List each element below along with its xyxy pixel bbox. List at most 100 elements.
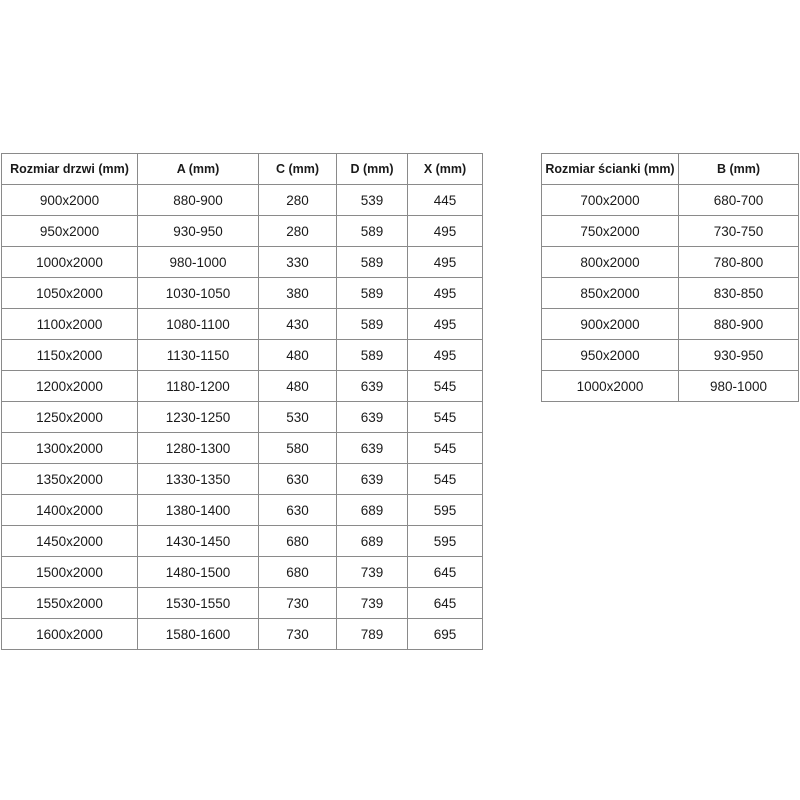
header-b: B (mm) [678,153,799,185]
table-cell: 700x2000 [541,184,679,216]
table-row: 1250x2000 1230-1250 530 639 545 [1,401,483,433]
table-cell: 645 [407,556,483,588]
header-door-size: Rozmiar drzwi (mm) [1,153,138,185]
table-header-row: Rozmiar drzwi (mm) A (mm) C (mm) D (mm) … [1,153,483,185]
table-row: 1150x2000 1130-1150 480 589 495 [1,339,483,371]
table-cell: 639 [336,463,408,495]
table-cell: 589 [336,277,408,309]
header-wall-size: Rozmiar ścianki (mm) [541,153,679,185]
header-a: A (mm) [137,153,259,185]
table-cell: 1350x2000 [1,463,138,495]
table-cell: 1000x2000 [1,246,138,278]
table-row: 1500x2000 1480-1500 680 739 645 [1,556,483,588]
table-cell: 1530-1550 [137,587,259,619]
table-cell: 280 [258,215,337,247]
table-cell: 1180-1200 [137,370,259,402]
table-row: 1350x2000 1330-1350 630 639 545 [1,463,483,495]
wall-sizes-table: Rozmiar ścianki (mm) B (mm) 700x2000 680-… [541,153,799,402]
table-cell: 680 [258,556,337,588]
table-cell: 539 [336,184,408,216]
table-cell: 589 [336,339,408,371]
table-cell: 1130-1150 [137,339,259,371]
table-cell: 595 [407,525,483,557]
table-cell: 589 [336,246,408,278]
table-row: 1100x2000 1080-1100 430 589 495 [1,308,483,340]
table-cell: 930-950 [137,215,259,247]
table-cell: 730 [258,618,337,650]
table-cell: 950x2000 [541,339,679,371]
table-row: 900x2000 880-900 280 539 445 [1,184,483,216]
table-cell: 1100x2000 [1,308,138,340]
table-row: 800x2000 780-800 [541,246,799,278]
table-cell: 280 [258,184,337,216]
table-cell: 480 [258,370,337,402]
table-cell: 589 [336,215,408,247]
table-cell: 430 [258,308,337,340]
table-cell: 980-1000 [678,370,799,402]
table-cell: 850x2000 [541,277,679,309]
table-cell: 380 [258,277,337,309]
table-cell: 330 [258,246,337,278]
table-cell: 1380-1400 [137,494,259,526]
table-header-row: Rozmiar ścianki (mm) B (mm) [541,153,799,185]
table-cell: 589 [336,308,408,340]
table-cell: 689 [336,525,408,557]
table-cell: 950x2000 [1,215,138,247]
table-cell: 630 [258,463,337,495]
table-cell: 900x2000 [1,184,138,216]
table-cell: 830-850 [678,277,799,309]
table-cell: 780-800 [678,246,799,278]
table-cell: 695 [407,618,483,650]
table-row: 1400x2000 1380-1400 630 689 595 [1,494,483,526]
table-row: 700x2000 680-700 [541,184,799,216]
header-c: C (mm) [258,153,337,185]
table-cell: 680-700 [678,184,799,216]
table-row: 850x2000 830-850 [541,277,799,309]
table-cell: 580 [258,432,337,464]
header-x: X (mm) [407,153,483,185]
table-row: 1000x2000 980-1000 330 589 495 [1,246,483,278]
table-cell: 639 [336,370,408,402]
table-cell: 630 [258,494,337,526]
table-cell: 639 [336,401,408,433]
table-row: 1450x2000 1430-1450 680 689 595 [1,525,483,557]
table-cell: 639 [336,432,408,464]
table-cell: 445 [407,184,483,216]
table-cell: 645 [407,587,483,619]
table-cell: 1550x2000 [1,587,138,619]
table-row: 1200x2000 1180-1200 480 639 545 [1,370,483,402]
table-cell: 530 [258,401,337,433]
table-cell: 1000x2000 [541,370,679,402]
table-cell: 545 [407,432,483,464]
table-cell: 800x2000 [541,246,679,278]
table-cell: 980-1000 [137,246,259,278]
table-row: 950x2000 930-950 [541,339,799,371]
table-cell: 495 [407,277,483,309]
table-cell: 1450x2000 [1,525,138,557]
header-d: D (mm) [336,153,408,185]
table-cell: 680 [258,525,337,557]
table-cell: 739 [336,556,408,588]
table-cell: 1050x2000 [1,277,138,309]
table-cell: 730 [258,587,337,619]
table-cell: 789 [336,618,408,650]
table-row: 900x2000 880-900 [541,308,799,340]
table-row: 1600x2000 1580-1600 730 789 695 [1,618,483,650]
table-cell: 545 [407,401,483,433]
table-cell: 1200x2000 [1,370,138,402]
table-cell: 495 [407,339,483,371]
table-cell: 1300x2000 [1,432,138,464]
table-cell: 730-750 [678,215,799,247]
table-cell: 495 [407,246,483,278]
table-row: 750x2000 730-750 [541,215,799,247]
table-cell: 1280-1300 [137,432,259,464]
table-cell: 495 [407,215,483,247]
table-row: 950x2000 930-950 280 589 495 [1,215,483,247]
table-row: 1000x2000 980-1000 [541,370,799,402]
table-cell: 1030-1050 [137,277,259,309]
table-cell: 1480-1500 [137,556,259,588]
table-row: 1050x2000 1030-1050 380 589 495 [1,277,483,309]
table-cell: 1430-1450 [137,525,259,557]
table-row: 1300x2000 1280-1300 580 639 545 [1,432,483,464]
table-cell: 880-900 [137,184,259,216]
